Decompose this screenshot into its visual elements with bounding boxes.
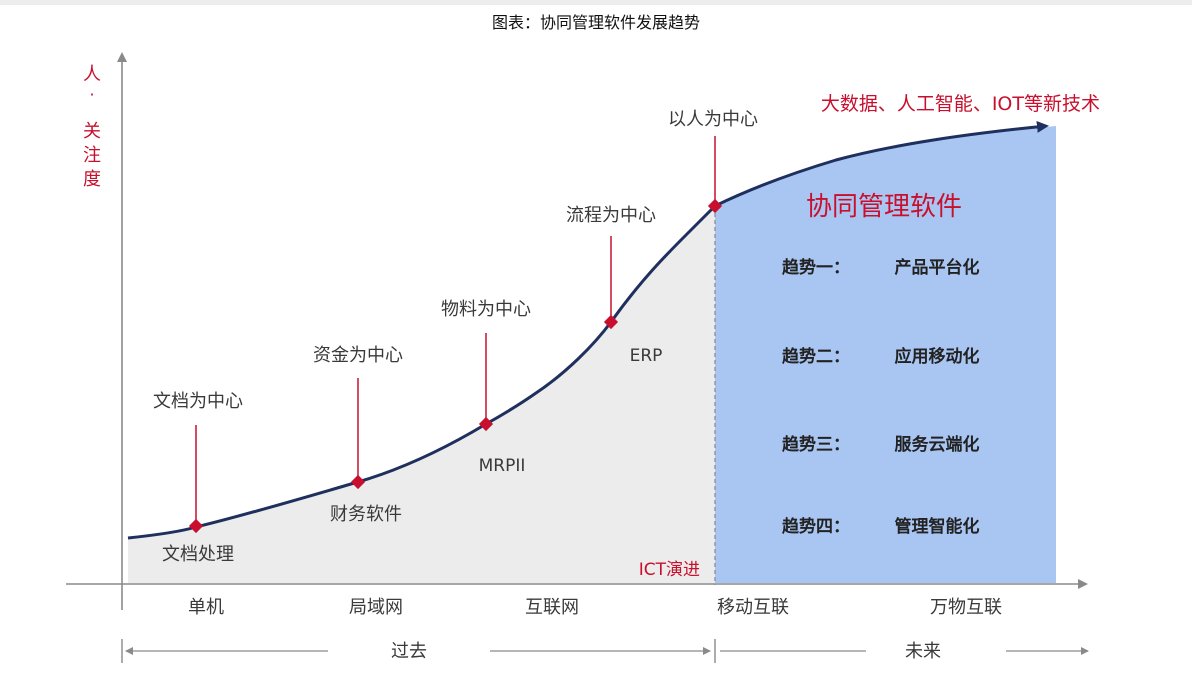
trend-value: 管理智能化 — [895, 516, 980, 537]
stage-marker — [603, 314, 619, 330]
y-axis-label-char: 度 — [83, 169, 101, 190]
trend-value: 应用移动化 — [895, 346, 980, 367]
timeline-future: 未来 — [905, 641, 941, 662]
stage-label: 物料为中心 — [441, 299, 531, 320]
trend-key: 趋势二： — [782, 346, 850, 367]
future-tech-label: 大数据、人工智能、IOT等新技术 — [821, 93, 1100, 115]
y-axis-label-char: · — [89, 85, 94, 104]
era-label: 万物互联 — [930, 597, 1002, 618]
trend-value: 产品平台化 — [895, 257, 980, 278]
stage-marker — [478, 416, 494, 432]
stage-marker — [350, 474, 366, 490]
figure-caption: 图表：协同管理软件发展趋势 — [491, 13, 700, 32]
era-label: 移动互联 — [717, 597, 789, 618]
stage-label: 文档为中心 — [153, 391, 243, 412]
future-title: 协同管理软件 — [806, 192, 962, 222]
future-area — [715, 126, 1056, 583]
trend-key: 趋势四： — [782, 516, 850, 537]
product-label: MRPII — [479, 456, 526, 476]
product-label: ERP — [630, 346, 663, 366]
diagram-panel: 人 · 关 注 度 文档为中心 资金为中心 物料为中心 流程为中心 以人为中心 … — [66, 40, 1164, 684]
product-label: 文档处理 — [162, 544, 234, 565]
stage-label: 以人为中心 — [668, 109, 758, 130]
past-area — [128, 206, 715, 583]
trend-key: 趋势三： — [782, 434, 850, 455]
trend-diagram: 人 · 关 注 度 文档为中心 资金为中心 物料为中心 流程为中心 以人为中心 … — [66, 52, 1100, 663]
stage-label: 资金为中心 — [313, 345, 403, 366]
growth-curve — [127, 120, 1049, 540]
timeline-past: 过去 — [391, 641, 427, 662]
y-axis-label-char: 注 — [83, 145, 101, 166]
stage-marker — [188, 518, 204, 534]
y-axis-label-char: 关 — [83, 121, 101, 142]
stage-marker — [707, 198, 723, 214]
stage-label: 流程为中心 — [566, 205, 656, 226]
y-axis-label-char: 人 — [83, 64, 101, 85]
top-border — [0, 0, 1192, 5]
era-label: 互联网 — [525, 597, 579, 618]
era-label: 局域网 — [349, 597, 403, 618]
trend-key: 趋势一： — [782, 257, 850, 278]
product-label: 财务软件 — [330, 504, 402, 525]
trend-value: 服务云端化 — [895, 434, 980, 455]
era-label: 单机 — [188, 597, 224, 618]
ict-label: ICT演进 — [639, 560, 700, 580]
